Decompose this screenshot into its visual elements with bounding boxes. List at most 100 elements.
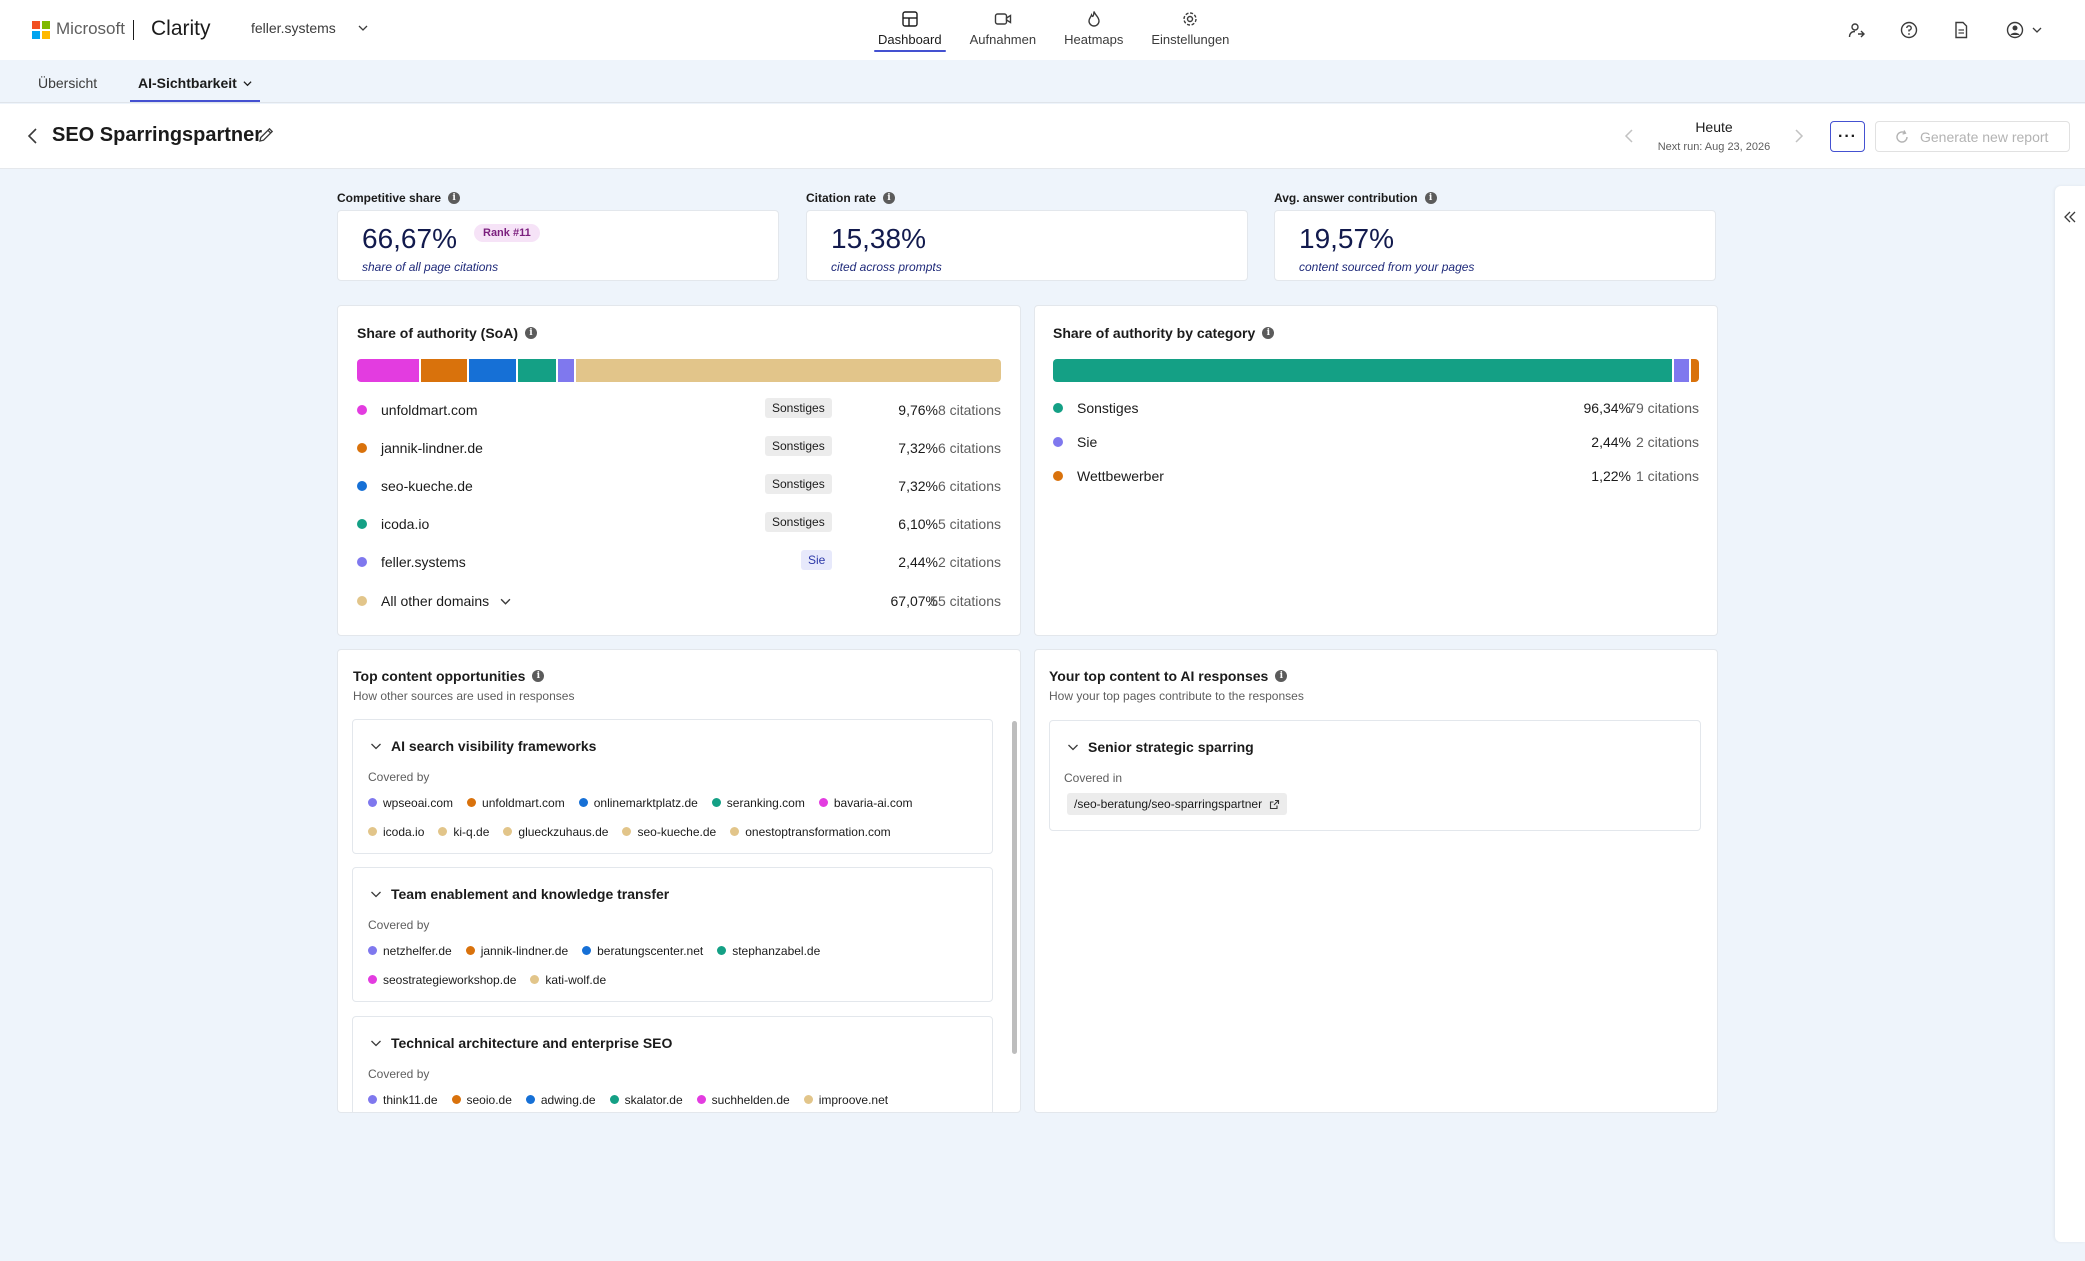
domain-chip-label: stephanzabel.de xyxy=(732,943,821,958)
soa-row[interactable]: seo-kueche.de xyxy=(357,478,473,494)
domain-chip[interactable]: netzhelfer.de xyxy=(368,941,452,960)
double-chevron-left-icon[interactable] xyxy=(2063,210,2077,224)
category-row[interactable]: Sonstiges xyxy=(1053,400,1138,416)
document-icon[interactable] xyxy=(1951,20,1971,40)
back-arrow-icon[interactable] xyxy=(25,127,41,145)
domain-chip[interactable]: beratungscenter.net xyxy=(582,941,703,960)
tab-ai-visibility[interactable]: AI-Sichtbarkeit xyxy=(138,75,252,91)
category-tag: Sonstiges xyxy=(765,512,832,532)
main-nav: Dashboard Aufnahmen Heatmaps Einstellung… xyxy=(864,10,1243,52)
domain-chip[interactable]: icoda.io xyxy=(368,822,424,841)
chevron-left-icon[interactable] xyxy=(1622,128,1636,144)
soa-row[interactable]: icoda.io xyxy=(357,516,429,532)
domain-chip[interactable]: ki-q.de xyxy=(438,822,489,841)
domain-chip-label: adwing.de xyxy=(540,1092,596,1107)
page-url-link[interactable]: /seo-beratung/seo-sparringspartner xyxy=(1067,793,1288,815)
panel-title-text: Share of authority (SoA) xyxy=(357,325,519,341)
domain-chip[interactable]: wpseoai.com xyxy=(368,793,453,812)
info-icon[interactable]: i xyxy=(1275,670,1288,682)
soa-bar-segment[interactable] xyxy=(575,359,1001,382)
domain-chip[interactable]: seo-kueche.de xyxy=(622,822,716,841)
domain-chip[interactable]: seranking.com xyxy=(711,793,805,812)
category-tag: Sonstiges xyxy=(765,474,832,494)
category-authority-panel: Share of authority by category i Sonstige… xyxy=(1034,305,1718,636)
domain-chip[interactable]: jannik-lindner.de xyxy=(465,941,568,960)
opportunity-toggle[interactable]: Team enablement and knowledge transfer xyxy=(370,886,669,902)
domain-chip[interactable]: onestoptransformation.com xyxy=(730,822,891,841)
category-row[interactable]: Wettbewerber xyxy=(1053,468,1164,484)
soa-row[interactable]: feller.systems xyxy=(357,554,466,570)
domain-chip[interactable]: glueckzuhaus.de xyxy=(503,822,608,841)
domain-chip[interactable]: bavaria-ai.com xyxy=(818,793,913,812)
soa-bar-segment[interactable] xyxy=(357,359,419,382)
panel-title-text: Share of authority by category xyxy=(1053,325,1256,341)
domain-chip[interactable]: unfoldmart.com xyxy=(467,793,565,812)
domain-chip[interactable]: adwing.de xyxy=(525,1090,596,1109)
domain-chip-label: kati-wolf.de xyxy=(545,972,607,987)
info-icon[interactable]: i xyxy=(1262,327,1275,339)
domain-chip[interactable]: skalator.de xyxy=(609,1090,683,1109)
category-bar-segment[interactable] xyxy=(1053,359,1672,382)
scrollbar-thumb[interactable] xyxy=(1012,721,1017,1054)
kpi-label-text: Competitive share xyxy=(337,191,442,205)
nav-heatmaps[interactable]: Heatmaps xyxy=(1050,10,1137,52)
chevron-down-icon xyxy=(358,25,368,31)
soa-row[interactable]: jannik-lindner.de xyxy=(357,440,483,456)
soa-bar-segment[interactable] xyxy=(558,359,574,382)
domain-chip[interactable]: suchhelden.de xyxy=(696,1090,790,1109)
opportunity-title: Technical architecture and enterprise SE… xyxy=(391,1035,673,1051)
category-tag: Sonstiges xyxy=(765,398,832,418)
domain-chip[interactable]: improove.net xyxy=(803,1090,888,1109)
chevron-down-icon xyxy=(500,598,511,605)
domain-chip-label: bavaria-ai.com xyxy=(833,795,913,810)
category-row[interactable]: Sie xyxy=(1053,434,1097,450)
soa-bar-segment[interactable] xyxy=(469,359,516,382)
info-icon[interactable]: i xyxy=(532,670,545,682)
soa-bar-segment[interactable] xyxy=(517,359,557,382)
clarity-brand[interactable]: Clarity xyxy=(151,17,211,40)
opportunities-list[interactable]: AI search visibility frameworks Covered … xyxy=(352,719,1021,1112)
share-people-icon[interactable] xyxy=(1847,20,1867,40)
all-other-domains-row[interactable]: All other domains xyxy=(357,593,511,609)
domain-dot xyxy=(368,798,377,807)
nav-settings[interactable]: Einstellungen xyxy=(1137,10,1243,52)
domain-chip[interactable]: seoio.de xyxy=(451,1090,512,1109)
chevron-down-icon xyxy=(2032,27,2042,33)
project-name: feller.systems xyxy=(251,20,336,36)
kpi-subtitle: cited across prompts xyxy=(831,260,942,274)
domain-chip[interactable]: seostrategieworkshop.de xyxy=(368,970,516,989)
video-icon xyxy=(994,13,1012,25)
domain-chip[interactable]: stephanzabel.de xyxy=(717,941,820,960)
chevron-right-icon[interactable] xyxy=(1792,128,1806,144)
covered-by-label: Covered by xyxy=(368,770,430,784)
help-icon[interactable] xyxy=(1899,20,1919,40)
info-icon[interactable]: i xyxy=(525,327,538,339)
domain-chip-label: suchhelden.de xyxy=(711,1092,790,1107)
info-icon[interactable]: i xyxy=(883,192,896,204)
active-tab-indicator xyxy=(130,100,260,102)
domain-chip[interactable]: think11.de xyxy=(368,1090,438,1109)
share-percent: 67,07% xyxy=(890,593,938,609)
nav-dashboard[interactable]: Dashboard xyxy=(864,10,956,52)
info-icon[interactable]: i xyxy=(1424,192,1437,204)
generate-report-button[interactable]: Generate new report xyxy=(1875,121,2070,152)
category-bar-segment[interactable] xyxy=(1691,359,1699,382)
date-label: Heute xyxy=(1695,119,1733,135)
account-icon[interactable] xyxy=(2003,20,2045,40)
project-selector[interactable]: feller.systems xyxy=(251,20,368,36)
soa-bar-segment[interactable] xyxy=(420,359,468,382)
tab-overview[interactable]: Übersicht xyxy=(38,75,98,91)
citation-count: 6 citations xyxy=(937,478,1001,494)
domain-chip[interactable]: kati-wolf.de xyxy=(530,970,606,989)
pencil-icon[interactable] xyxy=(257,126,275,144)
info-icon[interactable]: i xyxy=(448,192,461,204)
nav-recordings[interactable]: Aufnahmen xyxy=(956,10,1051,52)
chevron-down-icon xyxy=(1068,744,1078,751)
domain-chip[interactable]: onlinemarktplatz.de xyxy=(578,793,698,812)
opportunity-toggle[interactable]: Technical architecture and enterprise SE… xyxy=(370,1035,672,1051)
category-bar-segment[interactable] xyxy=(1673,359,1690,382)
top-content-toggle[interactable]: Senior strategic sparring xyxy=(1067,739,1254,755)
opportunity-toggle[interactable]: AI search visibility frameworks xyxy=(370,738,596,754)
soa-row[interactable]: unfoldmart.com xyxy=(357,402,477,418)
more-options-button[interactable]: ··· xyxy=(1830,121,1865,152)
